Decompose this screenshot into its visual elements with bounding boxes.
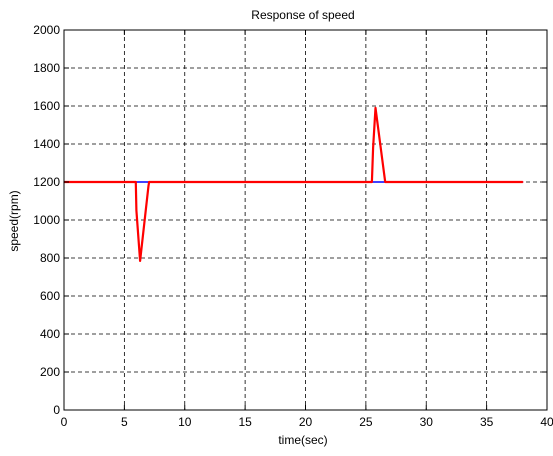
data-point — [147, 185, 150, 187]
x-tick-label: 20 — [299, 415, 313, 429]
y-tick-label: 1800 — [33, 61, 60, 75]
x-tick-label: 0 — [61, 415, 68, 429]
x-axis-label: time(sec) — [278, 433, 327, 447]
x-tick-label: 25 — [359, 415, 373, 429]
x-tick-label: 5 — [121, 415, 128, 429]
y-tick-label: 400 — [40, 327, 60, 341]
y-tick-label: 600 — [40, 289, 60, 303]
y-tick-label: 1600 — [33, 99, 60, 113]
y-tick-label: 1200 — [33, 175, 60, 189]
x-tick-label: 35 — [480, 415, 494, 429]
y-tick-label: 800 — [40, 251, 60, 265]
series-layer — [63, 106, 524, 262]
x-tick-label: 10 — [178, 415, 192, 429]
y-axis-label: speed(rpm) — [7, 190, 21, 251]
y-tick-label: 2000 — [33, 23, 60, 37]
data-point — [371, 181, 373, 183]
data-point — [135, 181, 137, 183]
y-tick-label: 1000 — [33, 213, 60, 227]
x-tick-label: 30 — [420, 415, 434, 429]
data-point — [372, 147, 374, 149]
data-point — [139, 260, 141, 262]
chart-title: Response of speed — [251, 8, 354, 22]
data-point — [135, 209, 138, 212]
data-point — [385, 181, 387, 183]
data-point — [374, 107, 377, 109]
data-point — [148, 181, 150, 183]
y-tick-label: 1400 — [33, 137, 60, 151]
data-point — [522, 181, 524, 183]
x-tick-label: 15 — [238, 415, 252, 429]
y-tick-label: 200 — [40, 365, 60, 379]
tick-layer: 0 5 10 15 20 25 30 35 40020040060080010001200140… — [33, 23, 553, 429]
grid-layer — [64, 30, 547, 410]
y-tick-label: 0 — [53, 403, 60, 417]
x-tick-label: 40 — [540, 415, 553, 429]
